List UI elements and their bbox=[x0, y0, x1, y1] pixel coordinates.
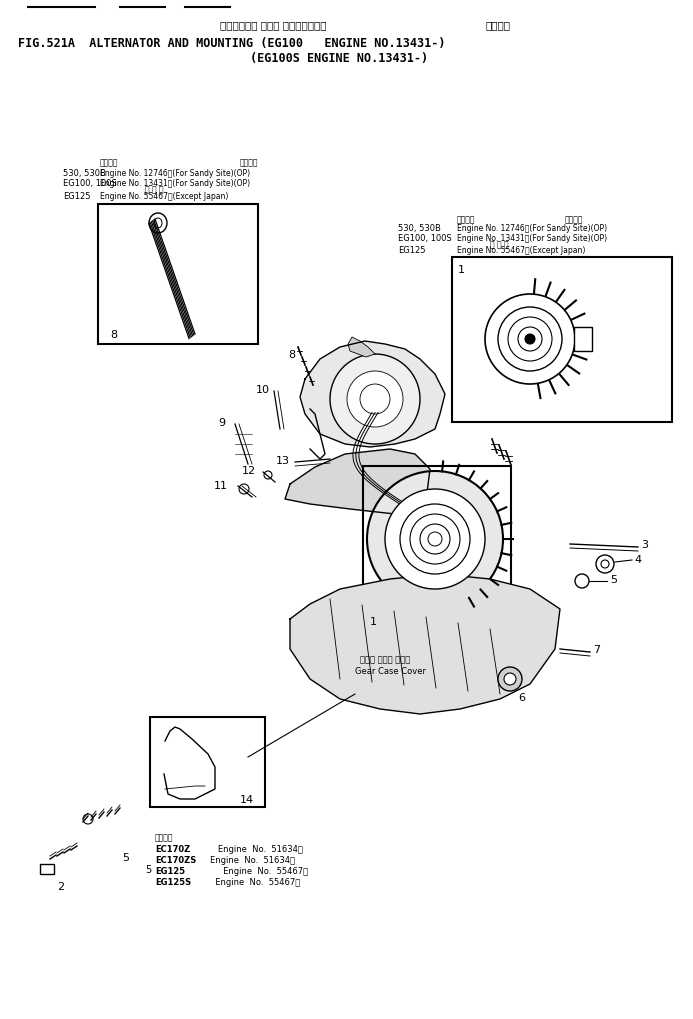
Circle shape bbox=[508, 318, 552, 362]
Text: (EG100S ENGINE NO.13431-): (EG100S ENGINE NO.13431-) bbox=[250, 51, 428, 64]
Circle shape bbox=[385, 489, 485, 589]
Bar bbox=[98, 205, 258, 344]
Text: Engine No. 55467～(Except Japan): Engine No. 55467～(Except Japan) bbox=[457, 246, 586, 255]
Polygon shape bbox=[285, 449, 430, 515]
Circle shape bbox=[504, 674, 516, 686]
Text: 10: 10 bbox=[256, 384, 270, 394]
Circle shape bbox=[360, 384, 390, 415]
Polygon shape bbox=[300, 341, 445, 447]
Text: EC170Z: EC170Z bbox=[155, 845, 191, 854]
Text: EG100, 100S: EG100, 100S bbox=[63, 178, 116, 187]
Text: ギヤー ケース カバー: ギヤー ケース カバー bbox=[360, 655, 410, 663]
Circle shape bbox=[428, 533, 442, 546]
Ellipse shape bbox=[149, 214, 167, 233]
Circle shape bbox=[525, 334, 535, 344]
Text: 1: 1 bbox=[458, 265, 465, 275]
Text: 4: 4 bbox=[634, 554, 641, 565]
Circle shape bbox=[330, 355, 420, 444]
Text: 13: 13 bbox=[276, 455, 290, 466]
Polygon shape bbox=[290, 575, 560, 714]
Polygon shape bbox=[348, 337, 375, 358]
Text: Engine  No.  51634～: Engine No. 51634～ bbox=[210, 856, 295, 865]
Text: 5: 5 bbox=[610, 575, 617, 585]
Text: 適用号機: 適用号機 bbox=[485, 20, 510, 30]
Circle shape bbox=[400, 504, 470, 575]
Circle shape bbox=[420, 525, 450, 554]
Text: 海 外 向: 海 外 向 bbox=[490, 240, 509, 250]
Text: 530, 530B: 530, 530B bbox=[398, 223, 441, 232]
Text: 2: 2 bbox=[57, 881, 64, 892]
Text: FIG.521A  ALTERNATOR AND MOUNTING (EG100   ENGINE NO.13431-): FIG.521A ALTERNATOR AND MOUNTING (EG100 … bbox=[18, 37, 446, 50]
Text: Engine  No.  55467～: Engine No. 55467～ bbox=[210, 877, 300, 887]
Text: 6: 6 bbox=[518, 692, 525, 702]
Text: 8: 8 bbox=[110, 330, 117, 339]
Text: オルタネータ および マウンティング: オルタネータ および マウンティング bbox=[220, 20, 326, 30]
Circle shape bbox=[367, 472, 503, 607]
Text: 砂地仕様: 砂地仕様 bbox=[240, 158, 258, 167]
Text: 12: 12 bbox=[242, 466, 256, 476]
Circle shape bbox=[485, 294, 575, 384]
Text: Gear Case Cover: Gear Case Cover bbox=[355, 666, 426, 676]
Circle shape bbox=[601, 560, 609, 569]
Bar bbox=[150, 717, 265, 807]
Text: EG125: EG125 bbox=[63, 192, 91, 201]
Text: 適用号機: 適用号機 bbox=[100, 158, 119, 167]
Text: Engine  No.  51634～: Engine No. 51634～ bbox=[210, 845, 303, 854]
Text: Engine No. 13431～(For Sandy Site)(OP): Engine No. 13431～(For Sandy Site)(OP) bbox=[100, 178, 250, 187]
Text: 砂地仕様: 砂地仕様 bbox=[565, 215, 584, 224]
Text: 8: 8 bbox=[288, 350, 295, 360]
Circle shape bbox=[410, 515, 460, 565]
Circle shape bbox=[596, 555, 614, 574]
Text: 5: 5 bbox=[122, 852, 129, 862]
Text: 5: 5 bbox=[145, 864, 151, 874]
Ellipse shape bbox=[154, 219, 162, 229]
Bar bbox=[40, 864, 54, 874]
Text: 1: 1 bbox=[370, 616, 377, 627]
Text: 9: 9 bbox=[218, 418, 225, 428]
Text: Engine No. 12746～(For Sandy Site)(OP): Engine No. 12746～(For Sandy Site)(OP) bbox=[457, 223, 607, 232]
Circle shape bbox=[498, 308, 562, 372]
Text: EG100, 100S: EG100, 100S bbox=[398, 233, 452, 243]
Text: 530, 530B: 530, 530B bbox=[63, 168, 106, 177]
Circle shape bbox=[498, 667, 522, 691]
Text: Engine No. 13431～(For Sandy Site)(OP): Engine No. 13431～(For Sandy Site)(OP) bbox=[457, 233, 607, 243]
Circle shape bbox=[347, 372, 403, 428]
Circle shape bbox=[575, 575, 589, 588]
Text: 14: 14 bbox=[240, 794, 254, 804]
Text: EG125: EG125 bbox=[155, 866, 185, 875]
Bar bbox=[452, 258, 672, 423]
Text: Engine No. 12746～(For Sandy Site)(OP): Engine No. 12746～(For Sandy Site)(OP) bbox=[100, 168, 250, 177]
Text: 海 外 向: 海 外 向 bbox=[145, 185, 164, 195]
Text: EG125S: EG125S bbox=[155, 877, 191, 887]
Text: EG125: EG125 bbox=[398, 246, 426, 255]
Bar bbox=[574, 328, 592, 352]
Text: Engine No. 55467～(Except Japan): Engine No. 55467～(Except Japan) bbox=[100, 192, 229, 201]
Circle shape bbox=[239, 484, 249, 494]
Text: 3: 3 bbox=[641, 539, 648, 549]
Text: Engine  No.  55467～: Engine No. 55467～ bbox=[210, 866, 308, 875]
Text: 適用号機: 適用号機 bbox=[155, 833, 173, 842]
Text: 11: 11 bbox=[214, 481, 228, 490]
Text: 7: 7 bbox=[593, 644, 600, 654]
Circle shape bbox=[264, 472, 272, 480]
Bar bbox=[363, 467, 511, 614]
Circle shape bbox=[83, 814, 93, 824]
Text: EC170ZS: EC170ZS bbox=[155, 856, 196, 865]
Circle shape bbox=[518, 328, 542, 352]
Text: 適用号機: 適用号機 bbox=[457, 215, 475, 224]
